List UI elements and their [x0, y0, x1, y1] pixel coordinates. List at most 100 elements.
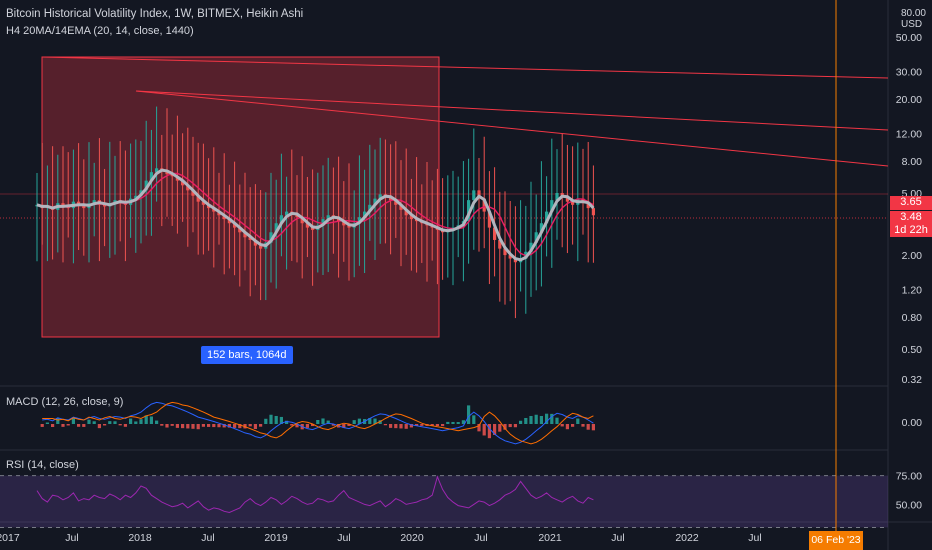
- macd-bar: [394, 424, 398, 429]
- macd-bar: [97, 424, 101, 429]
- macd-line: [42, 401, 594, 445]
- candle-body: [529, 242, 533, 252]
- candle-body: [248, 237, 252, 240]
- macd-bar: [238, 424, 242, 429]
- candle-body: [222, 215, 226, 220]
- macd-bar: [155, 420, 159, 424]
- indicator-legend[interactable]: H4 20MA/14EMA (20, 14, close, 1440): [6, 25, 194, 37]
- macd-bar: [560, 424, 564, 427]
- macd-bar: [555, 417, 559, 424]
- macd-tick-label: 0.00: [902, 417, 923, 429]
- candle-body: [321, 219, 325, 226]
- rsi-legend[interactable]: RSI (14, close): [6, 459, 79, 471]
- time-tick-label: 2020: [400, 532, 424, 544]
- candle-body: [186, 185, 190, 191]
- price-tick-label: 1.20: [902, 285, 923, 297]
- macd-bar: [539, 415, 543, 424]
- macd-bar: [409, 424, 413, 428]
- macd-bar: [186, 424, 190, 429]
- macd-bar: [571, 424, 575, 427]
- candle-body: [482, 198, 486, 212]
- time-tick-label: Jul: [748, 532, 761, 544]
- candle-body: [92, 200, 96, 204]
- candle-body: [513, 258, 517, 263]
- macd-bar: [51, 424, 55, 428]
- macd-bar: [565, 424, 569, 430]
- candle-body: [233, 223, 237, 228]
- trend-line: [135, 90, 889, 131]
- macd-bar: [482, 424, 486, 436]
- macd-bar: [170, 424, 174, 426]
- time-tick-label: 2021: [538, 532, 562, 544]
- macd-bar: [373, 418, 377, 424]
- candle-body: [243, 232, 247, 238]
- time-tick-label: Jul: [337, 532, 350, 544]
- macd-bar: [493, 424, 497, 435]
- candle-body: [238, 227, 242, 233]
- currency-label: USD: [900, 19, 923, 30]
- macd-bar: [519, 420, 523, 424]
- candle-body: [571, 201, 575, 205]
- candle-body: [149, 172, 153, 181]
- bar-timer: 1d 22h: [894, 224, 928, 236]
- macd-bar: [441, 424, 445, 427]
- macd-bar: [472, 415, 476, 424]
- rsi-band: [0, 475, 888, 528]
- macd-legend[interactable]: MACD (12, 26, close, 9): [6, 396, 124, 408]
- macd-bar: [576, 418, 580, 424]
- macd-bar: [129, 418, 133, 424]
- candle-body: [560, 193, 564, 196]
- macd-bar: [274, 415, 278, 424]
- macd-bar: [311, 424, 315, 427]
- macd-bar: [290, 424, 294, 426]
- candle-body: [539, 223, 543, 233]
- time-tick-label: 2022: [675, 532, 699, 544]
- candle-body: [259, 245, 263, 249]
- candle-body: [311, 227, 315, 230]
- macd-bar: [331, 424, 335, 426]
- last-price-tag: 3.65: [890, 196, 932, 210]
- time-tick-label: Jul: [611, 532, 624, 544]
- candle-body: [363, 211, 367, 218]
- candle-body: [508, 255, 512, 259]
- macd-bar: [279, 416, 283, 424]
- macd-bar: [144, 415, 148, 424]
- macd-bar: [378, 420, 382, 424]
- price-tick-label: 0.80: [902, 312, 923, 324]
- macd-bar: [165, 424, 169, 428]
- candle-body: [61, 203, 65, 207]
- macd-bar: [269, 414, 273, 424]
- macd-bar: [357, 418, 361, 424]
- signal-line: [42, 401, 594, 445]
- macd-bar: [103, 424, 107, 426]
- rsi-tick-label: 50.00: [896, 499, 922, 511]
- currency-unit[interactable]: 80.00 USD: [900, 8, 926, 30]
- price-tick-label: 12.00: [896, 129, 922, 141]
- close-price-value: 3.48: [900, 211, 922, 223]
- chart-title: Bitcoin Historical Volatility Index, 1W,…: [6, 8, 304, 20]
- time-tick-label: 2018: [128, 532, 152, 544]
- candle-body: [155, 168, 159, 173]
- candle-body: [357, 217, 361, 224]
- macd-bar: [217, 424, 221, 428]
- macd-bar: [550, 413, 554, 424]
- macd-bar: [404, 424, 408, 429]
- candle-body: [409, 215, 413, 220]
- macd-bar: [175, 424, 179, 428]
- macd-bar: [581, 424, 585, 427]
- macd-bar: [342, 424, 346, 428]
- candle-body: [253, 239, 257, 246]
- candle-body: [503, 248, 507, 256]
- macd-bar: [113, 421, 117, 424]
- candle-body: [394, 200, 398, 205]
- macd-bar: [368, 417, 372, 424]
- macd-bar: [248, 424, 252, 427]
- candle-body: [545, 211, 549, 224]
- macd-bar: [56, 418, 60, 424]
- macd-bar: [212, 424, 216, 428]
- macd-bar: [77, 424, 81, 427]
- macd-bar: [467, 405, 471, 424]
- rsi-line: [36, 475, 594, 514]
- trend-line: [135, 90, 889, 167]
